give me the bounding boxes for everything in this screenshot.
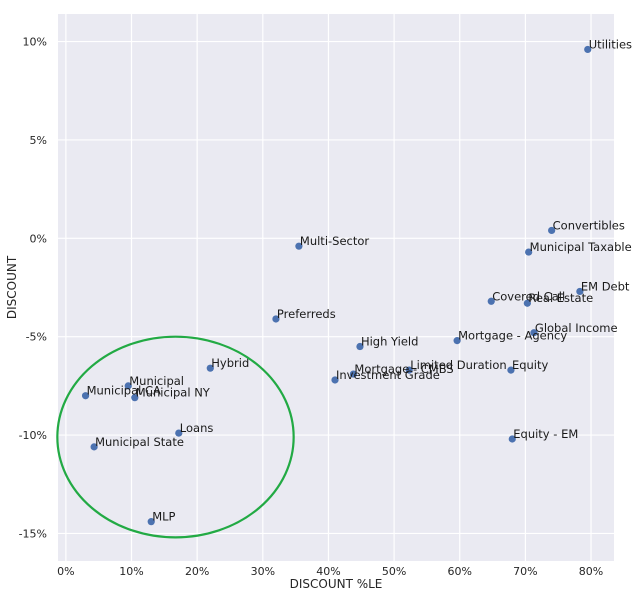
data-point <box>81 392 90 400</box>
y-tick-label: 10% <box>23 36 47 49</box>
x-tick-label: 70% <box>513 565 537 578</box>
data-point <box>175 429 183 437</box>
point-label: Preferreds <box>277 307 336 321</box>
data-point <box>507 366 515 374</box>
data-point <box>331 376 339 384</box>
point-label: Global Income <box>535 321 618 335</box>
point-label: EM Debt <box>581 279 630 293</box>
y-tick-label: -15% <box>19 527 47 540</box>
point-label: MLP <box>152 510 175 524</box>
y-axis-ticks: 10% 5% 0% -5% -10% -15% <box>19 36 47 541</box>
point-label: Equity - EM <box>513 427 578 441</box>
point-label: Utilities <box>589 37 632 51</box>
y-axis-title: DISCOUNT <box>5 255 19 319</box>
point-label: Mortgage - Agency <box>458 329 567 343</box>
point-label: Municipal Taxable <box>530 240 632 254</box>
point-label: Real Estate <box>528 291 593 305</box>
point-label: Convertibles <box>553 218 625 232</box>
data-point <box>487 297 495 305</box>
data-point <box>295 242 303 250</box>
grid-lines <box>58 14 614 561</box>
x-tick-label: 30% <box>251 565 275 578</box>
data-point <box>576 287 584 296</box>
data-labels: Utilities Convertibles Municipal Taxable Mu… <box>87 37 632 523</box>
x-tick-label: 0% <box>57 565 74 578</box>
data-point <box>272 315 280 323</box>
point-label: Equity <box>512 358 549 372</box>
data-point <box>206 364 214 372</box>
plot-area <box>58 14 614 561</box>
data-point <box>584 45 592 54</box>
data-point <box>523 299 531 307</box>
point-label: Limited Duration <box>410 358 507 372</box>
data-point <box>356 342 364 351</box>
data-point <box>525 248 533 256</box>
data-point <box>548 226 556 235</box>
y-tick-label: -10% <box>19 429 47 442</box>
y-tick-label: 5% <box>30 134 47 147</box>
point-label: Loans <box>180 421 214 435</box>
x-tick-label: 80% <box>579 565 603 578</box>
x-tick-label: 20% <box>185 565 209 578</box>
highlight-ellipse <box>56 335 295 539</box>
data-point <box>131 394 139 402</box>
point-label: Covered Call <box>492 289 565 303</box>
point-label: Municipal NY <box>136 386 211 400</box>
x-tick-label: 10% <box>119 565 143 578</box>
point-label: Investment Grade <box>336 368 440 382</box>
y-tick-label: 0% <box>30 232 47 245</box>
data-points <box>81 45 592 526</box>
data-point <box>124 382 132 390</box>
data-point <box>147 518 155 526</box>
x-axis-title: DISCOUNT %LE <box>290 577 383 591</box>
data-point <box>453 337 461 345</box>
point-label: Hybrid <box>211 356 249 370</box>
x-axis-ticks: 0% 10% 20% 30% 40% 50% 60% 70% 80% <box>57 565 603 578</box>
x-tick-label: 60% <box>448 565 472 578</box>
data-point <box>530 329 538 337</box>
x-tick-label: 40% <box>316 565 340 578</box>
point-label: Municipal State <box>95 435 184 449</box>
point-label: Mortgage - CMBS <box>354 362 453 376</box>
point-label: High Yield <box>361 335 418 349</box>
data-point <box>405 366 413 374</box>
point-label: Multi-Sector <box>300 234 370 248</box>
point-label: Municipal CA <box>87 384 161 398</box>
data-point <box>508 435 516 443</box>
data-point <box>349 370 357 378</box>
x-tick-label: 50% <box>382 565 406 578</box>
y-tick-label: -5% <box>26 331 47 344</box>
data-point <box>90 443 98 451</box>
point-label: Municipal <box>129 374 184 388</box>
